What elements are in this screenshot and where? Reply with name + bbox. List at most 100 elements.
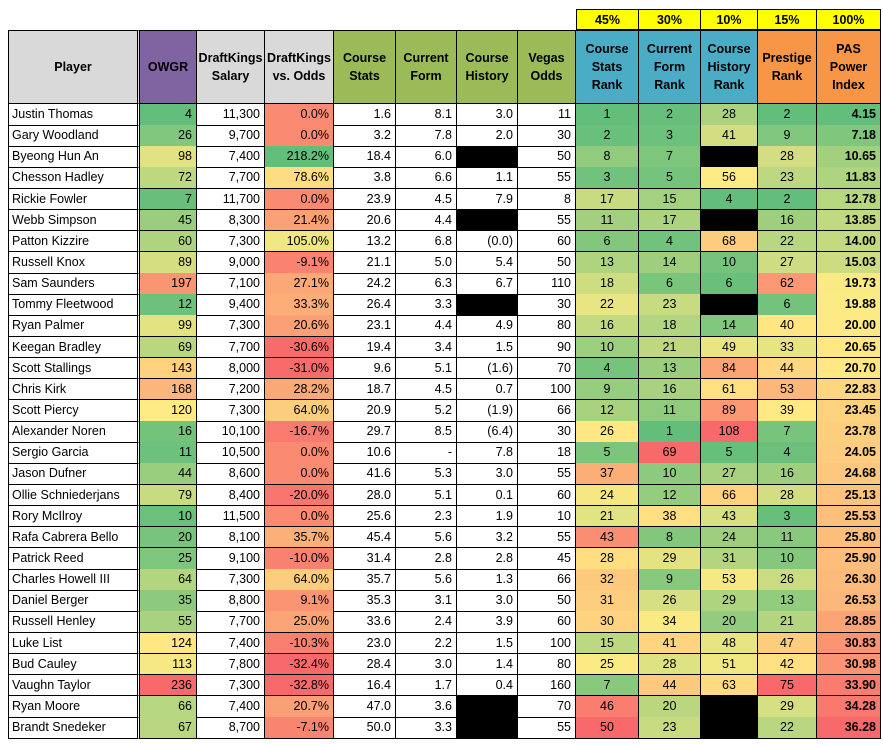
cell-course-stats-rank[interactable]: 26 <box>576 421 639 443</box>
cell-prestige-rank[interactable]: 26 <box>758 569 817 591</box>
cell-prestige-rank[interactable]: 16 <box>758 463 817 485</box>
cell-current-form[interactable]: 6.8 <box>396 230 457 253</box>
cell-course-history-rank[interactable]: 29 <box>701 590 758 612</box>
cell-course-history-rank[interactable]: 24 <box>701 526 758 549</box>
cell-draftkings-salary[interactable]: 8,000 <box>197 357 265 380</box>
cell-current-form[interactable]: 6.0 <box>396 146 457 168</box>
cell-owgr[interactable]: 98 <box>140 146 197 168</box>
cell-draftkings-salary[interactable]: 7,700 <box>197 336 265 359</box>
cell-course-history[interactable] <box>457 294 518 316</box>
cell-vegas-odds[interactable]: 66 <box>518 399 576 422</box>
cell-current-form[interactable]: 3.4 <box>396 336 457 359</box>
cell-draftkings-salary[interactable]: 7,400 <box>197 146 265 168</box>
cell-dk-vs-odds[interactable]: -10.0% <box>265 547 334 570</box>
cell-course-history[interactable]: 4.9 <box>457 315 518 338</box>
cell-course-stats[interactable]: 29.7 <box>334 421 396 443</box>
cell-pas-power-index[interactable]: 25.13 <box>817 484 881 507</box>
cell-draftkings-salary[interactable]: 7,300 <box>197 569 265 591</box>
cell-course-history-rank[interactable]: 56 <box>701 167 758 190</box>
cell-course-history-rank[interactable]: 49 <box>701 336 758 359</box>
cell-owgr[interactable]: 35 <box>140 590 197 612</box>
cell-dk-vs-odds[interactable]: -7.1% <box>265 717 334 739</box>
cell-current-form[interactable]: 8.1 <box>396 104 457 126</box>
cell-course-history[interactable]: (1.9) <box>457 399 518 422</box>
cell-vegas-odds[interactable]: 55 <box>518 167 576 190</box>
cell-course-stats-rank[interactable]: 5 <box>576 442 639 464</box>
cell-prestige-rank[interactable]: 39 <box>758 399 817 422</box>
cell-draftkings-salary[interactable]: 8,600 <box>197 463 265 485</box>
cell-prestige-rank[interactable]: 23 <box>758 167 817 190</box>
cell-current-form-rank[interactable]: 26 <box>639 590 701 612</box>
cell-dk-vs-odds[interactable]: -32.4% <box>265 653 334 676</box>
cell-draftkings-salary[interactable]: 11,500 <box>197 505 265 528</box>
cell-pas-power-index[interactable]: 20.00 <box>817 315 881 338</box>
cell-pas-power-index[interactable]: 30.83 <box>817 632 881 655</box>
cell-vegas-odds[interactable]: 50 <box>518 590 576 612</box>
cell-prestige-rank[interactable]: 3 <box>758 505 817 528</box>
cell-course-stats[interactable]: 18.7 <box>334 378 396 401</box>
cell-course-stats[interactable]: 50.0 <box>334 717 396 739</box>
cell-course-history-rank[interactable] <box>701 695 758 718</box>
cell-current-form[interactable]: 4.4 <box>396 209 457 232</box>
cell-prestige-rank[interactable]: 9 <box>758 125 817 147</box>
cell-prestige-rank[interactable]: 13 <box>758 590 817 612</box>
header-owgr[interactable]: OWGR <box>140 30 197 104</box>
cell-course-stats-rank[interactable]: 12 <box>576 399 639 422</box>
cell-current-form[interactable]: 2.3 <box>396 505 457 528</box>
cell-draftkings-salary[interactable]: 7,200 <box>197 378 265 401</box>
cell-dk-vs-odds[interactable]: -20.0% <box>265 484 334 507</box>
cell-vegas-odds[interactable]: 55 <box>518 463 576 485</box>
cell-course-stats[interactable]: 31.4 <box>334 547 396 570</box>
cell-vegas-odds[interactable]: 60 <box>518 484 576 507</box>
cell-current-form-rank[interactable]: 14 <box>639 251 701 274</box>
cell-pas-power-index[interactable]: 26.53 <box>817 590 881 612</box>
cell-course-stats[interactable]: 19.4 <box>334 336 396 359</box>
cell-dk-vs-odds[interactable]: -32.8% <box>265 674 334 697</box>
cell-prestige-rank[interactable]: 10 <box>758 547 817 570</box>
cell-course-stats-rank[interactable]: 11 <box>576 209 639 232</box>
cell-pas-power-index[interactable]: 4.15 <box>817 104 881 126</box>
header-vegas-odds[interactable]: Vegas Odds <box>518 30 576 104</box>
cell-course-history[interactable]: 1.5 <box>457 632 518 655</box>
cell-current-form[interactable]: 3.6 <box>396 695 457 718</box>
cell-dk-vs-odds[interactable]: 9.1% <box>265 590 334 612</box>
cell-prestige-rank[interactable]: 62 <box>758 273 817 295</box>
cell-course-stats[interactable]: 21.1 <box>334 251 396 274</box>
cell-course-history[interactable] <box>457 209 518 232</box>
cell-owgr[interactable]: 67 <box>140 717 197 739</box>
cell-draftkings-salary[interactable]: 7,700 <box>197 611 265 633</box>
cell-course-stats-rank[interactable]: 3 <box>576 167 639 190</box>
cell-prestige-rank[interactable]: 22 <box>758 717 817 739</box>
cell-course-history-rank[interactable] <box>701 717 758 739</box>
cell-course-stats-rank[interactable]: 32 <box>576 569 639 591</box>
cell-current-form-rank[interactable]: 17 <box>639 209 701 232</box>
cell-dk-vs-odds[interactable]: 20.6% <box>265 315 334 338</box>
cell-current-form[interactable]: 3.3 <box>396 294 457 316</box>
cell-course-history-rank[interactable]: 6 <box>701 273 758 295</box>
cell-current-form[interactable]: 5.6 <box>396 569 457 591</box>
cell-course-history[interactable]: 3.0 <box>457 463 518 485</box>
cell-draftkings-salary[interactable]: 8,400 <box>197 484 265 507</box>
cell-course-history[interactable]: 1.4 <box>457 653 518 676</box>
cell-owgr[interactable]: 89 <box>140 251 197 274</box>
cell-pas-power-index[interactable]: 13.85 <box>817 209 881 232</box>
cell-vegas-odds[interactable]: 11 <box>518 104 576 126</box>
cell-course-stats-rank[interactable]: 15 <box>576 632 639 655</box>
cell-draftkings-salary[interactable]: 8,700 <box>197 717 265 739</box>
cell-course-stats[interactable]: 35.7 <box>334 569 396 591</box>
cell-course-stats-rank[interactable]: 46 <box>576 695 639 718</box>
cell-course-stats[interactable]: 47.0 <box>334 695 396 718</box>
cell-draftkings-salary[interactable]: 9,000 <box>197 251 265 274</box>
cell-owgr[interactable]: 45 <box>140 209 197 232</box>
cell-pas-power-index[interactable]: 25.80 <box>817 526 881 549</box>
cell-course-history-rank[interactable]: 14 <box>701 315 758 338</box>
cell-course-stats[interactable]: 33.6 <box>334 611 396 633</box>
cell-current-form-rank[interactable]: 38 <box>639 505 701 528</box>
cell-dk-vs-odds[interactable]: 218.2% <box>265 146 334 168</box>
cell-draftkings-salary[interactable]: 7,300 <box>197 230 265 253</box>
cell-pas-power-index[interactable]: 33.90 <box>817 674 881 697</box>
cell-dk-vs-odds[interactable]: 64.0% <box>265 399 334 422</box>
cell-vegas-odds[interactable]: 55 <box>518 717 576 739</box>
cell-course-stats-rank[interactable]: 10 <box>576 336 639 359</box>
cell-dk-vs-odds[interactable]: 25.0% <box>265 611 334 633</box>
